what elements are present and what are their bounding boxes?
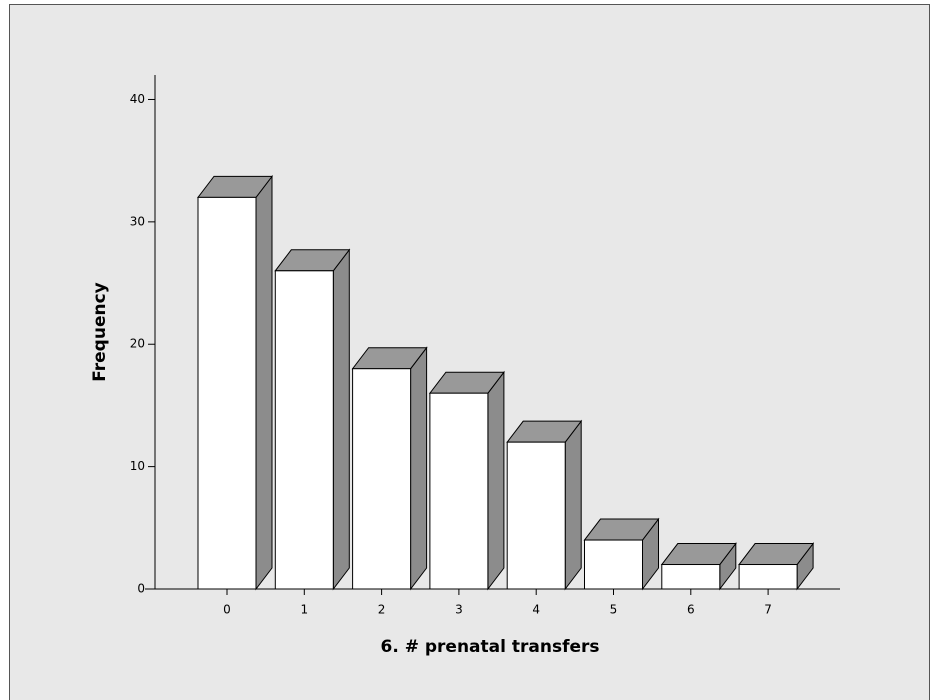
x-tick-label: 7	[764, 603, 772, 617]
bar	[197, 196, 257, 590]
y-tick-label: 40	[130, 92, 145, 106]
x-tick-label: 3	[455, 603, 463, 617]
x-tick-label: 4	[532, 603, 540, 617]
bar	[352, 368, 412, 590]
bar-side	[487, 370, 505, 591]
x-tick-label: 2	[378, 603, 386, 617]
bar-side	[332, 248, 350, 591]
y-tick-label: 20	[130, 337, 145, 351]
x-tick-label: 5	[610, 603, 618, 617]
bar-side	[564, 419, 582, 591]
y-tick-label: 10	[130, 459, 145, 473]
x-tick-label: 6	[687, 603, 695, 617]
bar-side	[410, 346, 428, 591]
x-tick-label: 0	[223, 603, 231, 617]
bar-side	[255, 174, 273, 591]
bar	[506, 441, 566, 590]
y-tick-label: 0	[137, 582, 145, 596]
bar	[274, 270, 334, 590]
bar	[429, 392, 489, 590]
bar	[661, 564, 721, 590]
bar	[584, 539, 643, 590]
y-axis-title: Frequency	[90, 282, 110, 382]
x-axis-title: 6. # prenatal transfers	[381, 637, 600, 657]
chart-frame	[9, 4, 930, 700]
y-tick-label: 30	[130, 214, 145, 228]
x-tick-label: 1	[300, 603, 308, 617]
bar	[738, 564, 798, 590]
